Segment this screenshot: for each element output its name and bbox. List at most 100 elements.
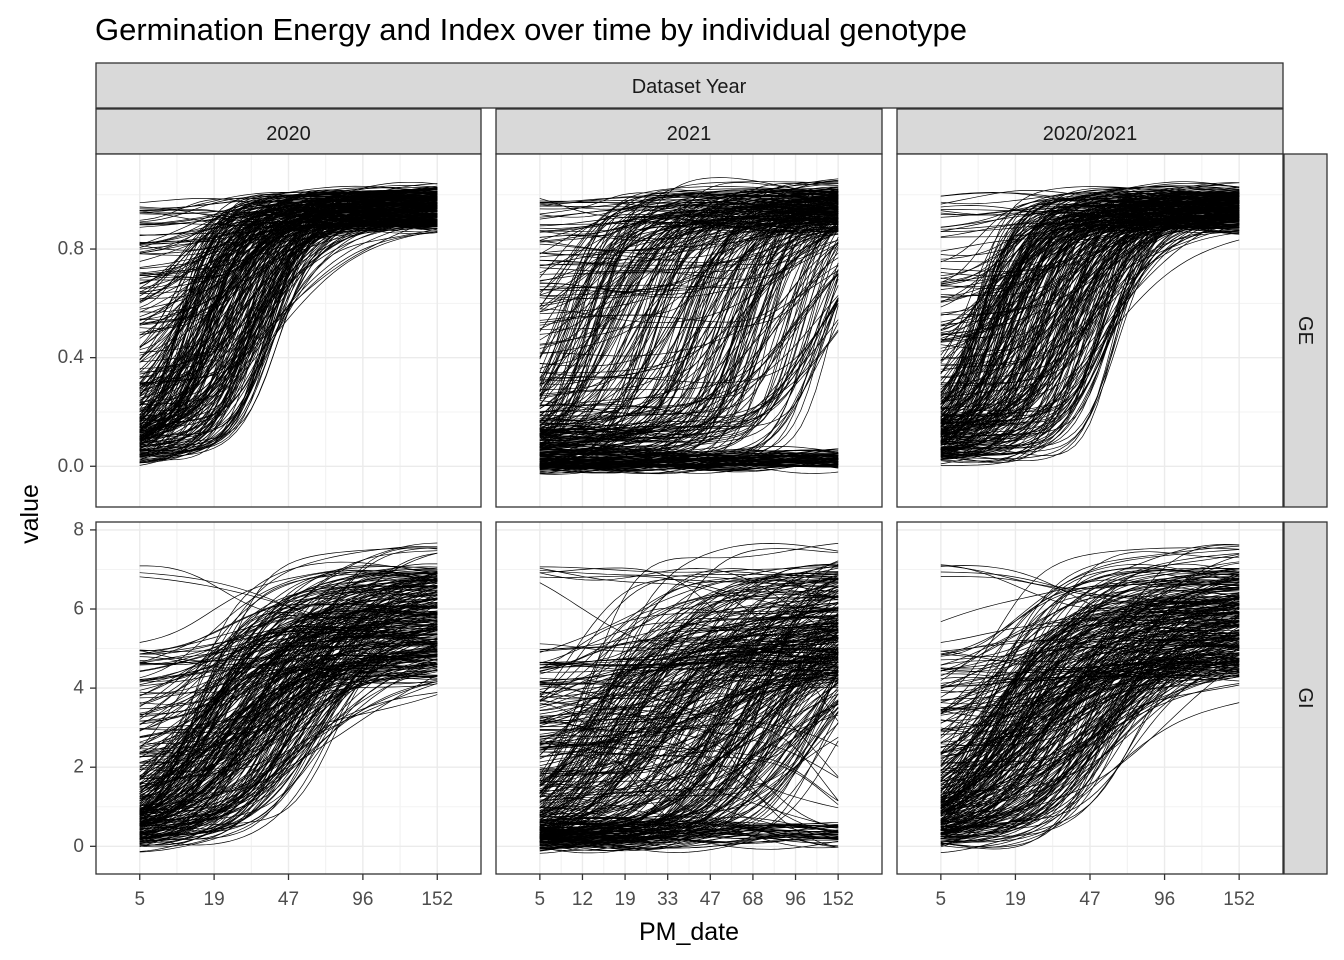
genotype-line	[940, 624, 1240, 842]
genotype-line	[539, 189, 839, 417]
genotype-line	[940, 618, 1240, 831]
genotype-line	[139, 604, 438, 822]
genotype-line	[139, 585, 438, 821]
genotype-line	[940, 596, 1240, 848]
genotype-line	[539, 571, 839, 786]
genotype-line	[539, 229, 839, 414]
genotype-line	[940, 646, 1240, 664]
genotype-line	[139, 221, 438, 422]
genotype-line	[940, 608, 1240, 843]
genotype-line	[940, 199, 1240, 283]
genotype-line	[139, 657, 438, 691]
genotype-line	[940, 597, 1240, 809]
genotype-line	[539, 631, 839, 783]
genotype-line	[139, 603, 438, 704]
genotype-line	[139, 572, 438, 656]
genotype-line	[539, 575, 839, 777]
genotype-line	[539, 579, 839, 651]
genotype-line	[940, 626, 1240, 845]
genotype-line	[139, 566, 438, 643]
x-tick-label: 47	[700, 889, 721, 910]
genotype-line	[139, 599, 438, 810]
genotype-lines	[139, 542, 438, 853]
genotype-line	[940, 629, 1240, 853]
genotype-line	[539, 195, 839, 261]
genotype-line	[139, 561, 438, 812]
genotype-line	[539, 216, 839, 232]
row-strip-label: GI	[1294, 687, 1316, 708]
genotype-line	[940, 203, 1240, 463]
genotype-line	[940, 631, 1240, 743]
genotype-line	[139, 571, 438, 755]
genotype-line	[539, 295, 839, 407]
genotype-line	[139, 201, 438, 440]
genotype-line	[539, 567, 839, 673]
genotype-line	[539, 207, 839, 445]
genotype-line	[139, 219, 438, 439]
genotype-line	[539, 563, 839, 812]
genotype-line	[940, 194, 1240, 436]
genotype-line	[539, 610, 839, 670]
genotype-line	[539, 189, 839, 335]
genotype-line	[539, 182, 839, 385]
genotype-line	[940, 191, 1240, 438]
genotype-line	[539, 647, 839, 829]
genotype-line	[940, 572, 1240, 835]
genotype-line	[940, 652, 1240, 824]
genotype-line	[139, 621, 438, 853]
genotype-line	[539, 712, 839, 848]
genotype-line	[139, 589, 438, 687]
genotype-lines	[940, 181, 1240, 466]
genotype-line	[139, 547, 438, 830]
genotype-line	[940, 623, 1240, 808]
genotype-line	[539, 188, 839, 464]
column-strip	[95, 108, 482, 155]
genotype-line	[539, 648, 839, 784]
genotype-line	[539, 644, 839, 710]
panel-ge-2	[896, 153, 1284, 508]
genotype-line	[539, 216, 839, 407]
genotype-line	[940, 192, 1240, 415]
genotype-line	[539, 637, 839, 720]
y-tick-label: 0.8	[58, 239, 84, 260]
column-strip-label: 2020/2021	[1043, 123, 1138, 145]
genotype-line	[539, 689, 839, 791]
genotype-line	[940, 215, 1240, 438]
genotype-line	[139, 207, 438, 419]
genotype-line	[139, 193, 438, 449]
panel-border	[495, 153, 883, 508]
genotype-line	[539, 183, 839, 367]
genotype-line	[539, 626, 839, 814]
genotype-line	[539, 682, 839, 809]
genotype-line	[940, 662, 1240, 795]
genotype-line	[940, 616, 1240, 815]
genotype-line	[539, 232, 839, 275]
x-tick-label: 152	[1223, 889, 1255, 910]
genotype-line	[139, 191, 438, 420]
genotype-line	[940, 623, 1240, 796]
genotype-line	[139, 225, 438, 435]
genotype-line	[539, 220, 839, 434]
genotype-lines	[539, 177, 839, 475]
genotype-line	[940, 217, 1240, 438]
genotype-line	[940, 636, 1240, 839]
genotype-line	[139, 567, 438, 726]
genotype-line	[940, 619, 1240, 730]
x-tick-label: 5	[134, 889, 145, 910]
genotype-line	[940, 213, 1240, 437]
genotype-line	[539, 707, 839, 850]
genotype-line	[539, 234, 839, 444]
genotype-line	[539, 651, 839, 840]
genotype-line	[539, 543, 839, 803]
genotype-line	[539, 228, 839, 443]
genotype-line	[539, 222, 839, 267]
genotype-line	[940, 598, 1240, 755]
genotype-line	[539, 582, 839, 831]
genotype-line	[940, 638, 1240, 840]
genotype-line	[139, 668, 438, 699]
genotype-line	[539, 623, 839, 778]
genotype-line	[139, 591, 438, 839]
genotype-line	[539, 463, 839, 470]
genotype-line	[940, 208, 1240, 397]
x-axis-title: PM_date	[639, 918, 739, 946]
